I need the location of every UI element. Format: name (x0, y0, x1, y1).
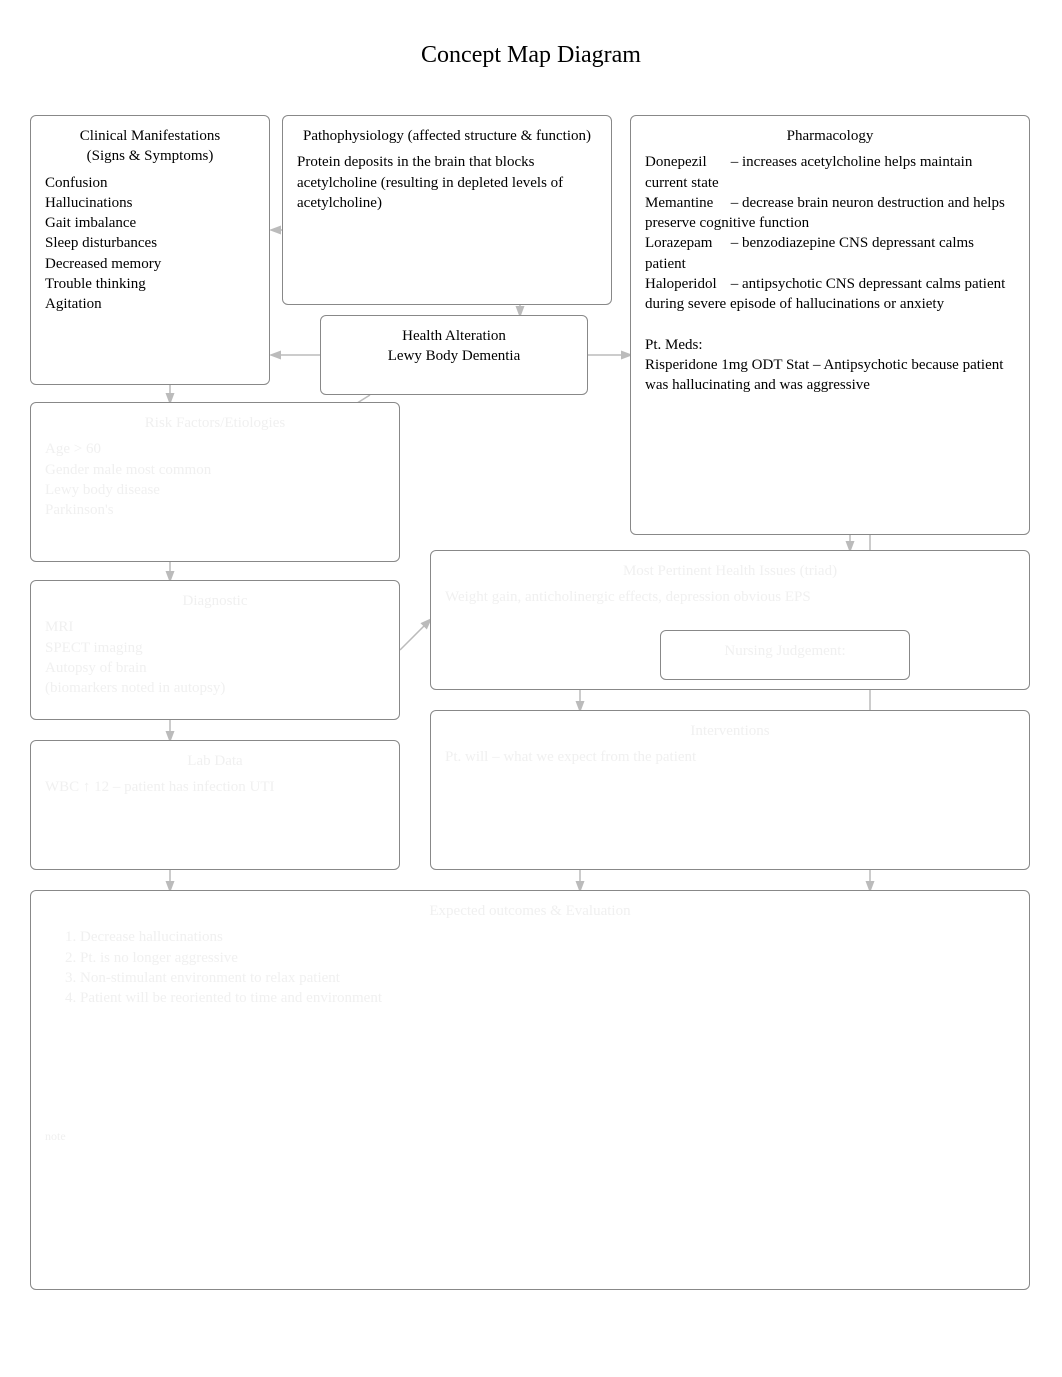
issues-body: Weight gain, anticholinergic effects, de… (445, 587, 1015, 607)
clinical-item: Gait imbalance (45, 213, 255, 233)
pharm-med-row: Donepezil – increases acetylcholine help… (645, 152, 1015, 193)
interventions-body: Pt. will – what we expect from the patie… (445, 747, 1015, 767)
pharm-title: Pharmacology (645, 126, 1015, 146)
line-item: 1. Decrease hallucinations (65, 927, 1015, 947)
pharm-med-row: Memantine – decrease brain neuron destru… (645, 193, 1015, 234)
clinical-title-line1: Clinical Manifestations (80, 128, 220, 144)
ptmeds-body: Risperidone 1mg ODT Stat – Antipsychotic… (645, 355, 1015, 396)
nursing-judgement-box: Nursing Judgement: (660, 630, 910, 680)
risk-factors-box: Risk Factors/Etiologies Age > 60Gender m… (30, 402, 400, 562)
line-item: 2. Pt. is no longer aggressive (65, 948, 1015, 968)
clinical-item: Confusion (45, 173, 255, 193)
clinical-item: Hallucinations (45, 193, 255, 213)
line-item: Age > 60 (45, 439, 385, 459)
line-item: 3. Non-stimulant environment to relax pa… (65, 968, 1015, 988)
clinical-item: Decreased memory (45, 254, 255, 274)
pharm-med-name: Donepezil (645, 152, 727, 172)
ptmeds-label: Pt. Meds: (645, 335, 1015, 355)
clinical-items: ConfusionHallucinationsGait imbalanceSle… (45, 173, 255, 315)
pharm-med-name: Haloperidol (645, 274, 727, 294)
line-item: Parkinson's (45, 500, 385, 520)
issues-title: Most Pertinent Health Issues (triad) (445, 561, 1015, 581)
interventions-box: Interventions Pt. will – what we expect … (430, 710, 1030, 870)
line-item: (biomarkers noted in autopsy) (45, 678, 385, 698)
line-item: Lewy body disease (45, 480, 385, 500)
clinical-item: Agitation (45, 294, 255, 314)
eval-footer: note (45, 1128, 1015, 1144)
line-item: Gender male most common (45, 460, 385, 480)
pharm-med-row: Lorazepam – benzodiazepine CNS depressan… (645, 233, 1015, 274)
eval-body: 1. Decrease hallucinations2. Pt. is no l… (45, 927, 1015, 1008)
diag-body: MRISPECT imagingAutopsy of brain(biomark… (45, 617, 385, 698)
clinical-title-line2: (Signs & Symptoms) (87, 148, 214, 164)
line-item: 4. Patient will be reoriented to time an… (65, 988, 1015, 1008)
risk-body: Age > 60Gender male most commonLewy body… (45, 439, 385, 520)
pharm-med-name: Lorazepam (645, 233, 727, 253)
interventions-title: Interventions (445, 721, 1015, 741)
risk-title: Risk Factors/Etiologies (45, 413, 385, 433)
health-title: Health Alteration Lewy Body Dementia (335, 326, 573, 367)
lab-data-box: Lab Data WBC ↑ 12 – patient has infectio… (30, 740, 400, 870)
nursing-title: Nursing Judgement: (675, 641, 895, 661)
clinical-item: Sleep disturbances (45, 233, 255, 253)
diag-title: Diagnostic (45, 591, 385, 611)
eval-title: Expected outcomes & Evaluation (45, 901, 1015, 921)
evaluation-box: Expected outcomes & Evaluation 1. Decrea… (30, 890, 1030, 1290)
connector-line (400, 620, 430, 650)
pharmacology-box: Pharmacology Donepezil – increases acety… (630, 115, 1030, 535)
health-line1: Health Alteration (402, 328, 506, 344)
clinical-manifestations-box: Clinical Manifestations (Signs & Symptom… (30, 115, 270, 385)
health-alteration-box: Health Alteration Lewy Body Dementia (320, 315, 588, 395)
line-item: MRI (45, 617, 385, 637)
clinical-item: Trouble thinking (45, 274, 255, 294)
pharm-body: Donepezil – increases acetylcholine help… (645, 152, 1015, 395)
pathophysiology-box: Pathophysiology (affected structure & fu… (282, 115, 612, 305)
page-title: Concept Map Diagram (0, 0, 1062, 89)
patho-body: Protein deposits in the brain that block… (297, 152, 597, 213)
patho-title: Pathophysiology (affected structure & fu… (297, 126, 597, 146)
clinical-title: Clinical Manifestations (Signs & Symptom… (45, 126, 255, 167)
pharm-med-row: Haloperidol – antipsychotic CNS depressa… (645, 274, 1015, 315)
diagnostic-box: Diagnostic MRISPECT imagingAutopsy of br… (30, 580, 400, 720)
pharm-med-name: Memantine (645, 193, 727, 213)
line-item: SPECT imaging (45, 638, 385, 658)
concept-map-canvas: Clinical Manifestations (Signs & Symptom… (30, 100, 1032, 1350)
pharm-meds-list: Donepezil – increases acetylcholine help… (645, 152, 1015, 314)
line-item: WBC ↑ 12 – patient has infection UTI (45, 777, 385, 797)
lab-title: Lab Data (45, 751, 385, 771)
health-line2: Lewy Body Dementia (388, 348, 520, 364)
lab-body: WBC ↑ 12 – patient has infection UTI (45, 777, 385, 797)
line-item: Autopsy of brain (45, 658, 385, 678)
